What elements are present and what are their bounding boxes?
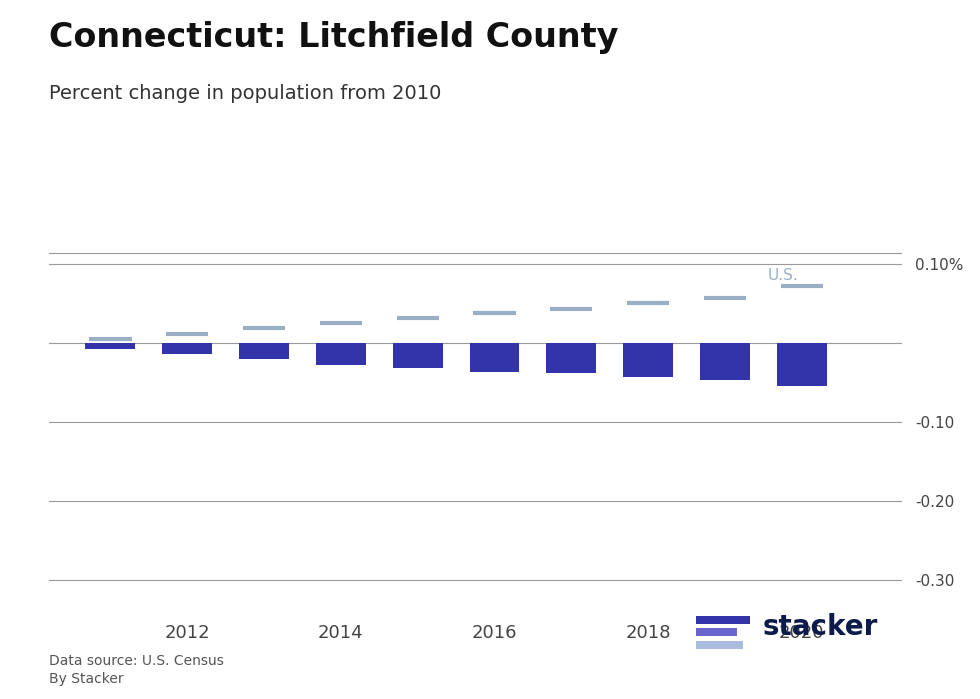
Bar — [469, 343, 519, 372]
Bar — [393, 343, 443, 368]
Bar — [316, 343, 366, 365]
Text: By Stacker: By Stacker — [49, 672, 123, 686]
Bar — [546, 343, 596, 373]
Text: Percent change in population from 2010: Percent change in population from 2010 — [49, 84, 441, 103]
Bar — [239, 343, 289, 359]
Text: Connecticut: Litchfield County: Connecticut: Litchfield County — [49, 21, 618, 54]
Bar — [777, 343, 827, 386]
Text: U.S.: U.S. — [767, 268, 798, 282]
Bar — [700, 343, 750, 380]
Text: stacker: stacker — [762, 612, 878, 641]
Bar — [85, 343, 135, 349]
Bar — [163, 343, 213, 354]
Text: Data source: U.S. Census: Data source: U.S. Census — [49, 654, 223, 668]
Bar — [623, 343, 673, 377]
